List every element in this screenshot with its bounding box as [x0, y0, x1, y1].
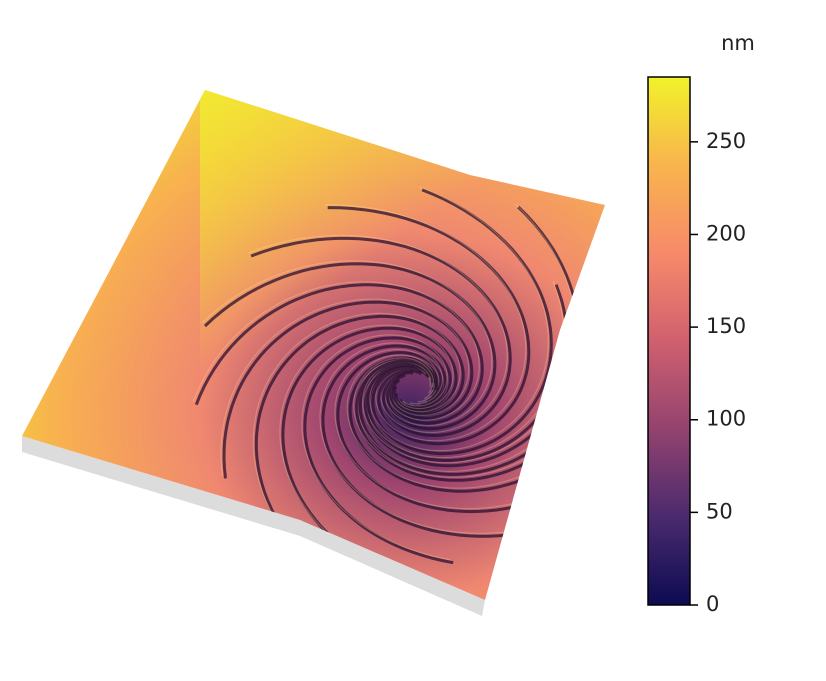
ridge-light — [319, 342, 528, 534]
ridge — [327, 206, 531, 446]
colorbar-tick-label: 150 — [706, 314, 746, 338]
colorbar-label: nm — [721, 31, 755, 55]
ridge — [321, 344, 531, 538]
surface-side — [22, 436, 485, 616]
ridge — [371, 188, 553, 456]
ridge-light — [220, 298, 470, 476]
surface-ridges — [192, 186, 605, 566]
colorbar-tick-label: 100 — [706, 407, 746, 431]
colorbar-tick-label: 0 — [706, 592, 719, 616]
ridge-light — [301, 334, 451, 561]
colorbar-tick-label: 200 — [706, 221, 746, 245]
surface-highlight — [200, 90, 605, 380]
colorbar-tick-label: 250 — [706, 129, 746, 153]
ridge-light — [252, 312, 461, 532]
ridge — [203, 262, 497, 431]
ridge — [250, 236, 512, 438]
colorbar — [647, 76, 691, 606]
colorbar-tick-label: 50 — [706, 499, 733, 523]
ridge — [222, 300, 474, 479]
ridge — [348, 356, 605, 493]
ridge — [194, 283, 484, 425]
ridge — [254, 314, 465, 536]
ridge-light — [279, 324, 454, 562]
ridge — [281, 326, 458, 566]
ridge — [336, 351, 586, 514]
ridge — [303, 336, 454, 565]
